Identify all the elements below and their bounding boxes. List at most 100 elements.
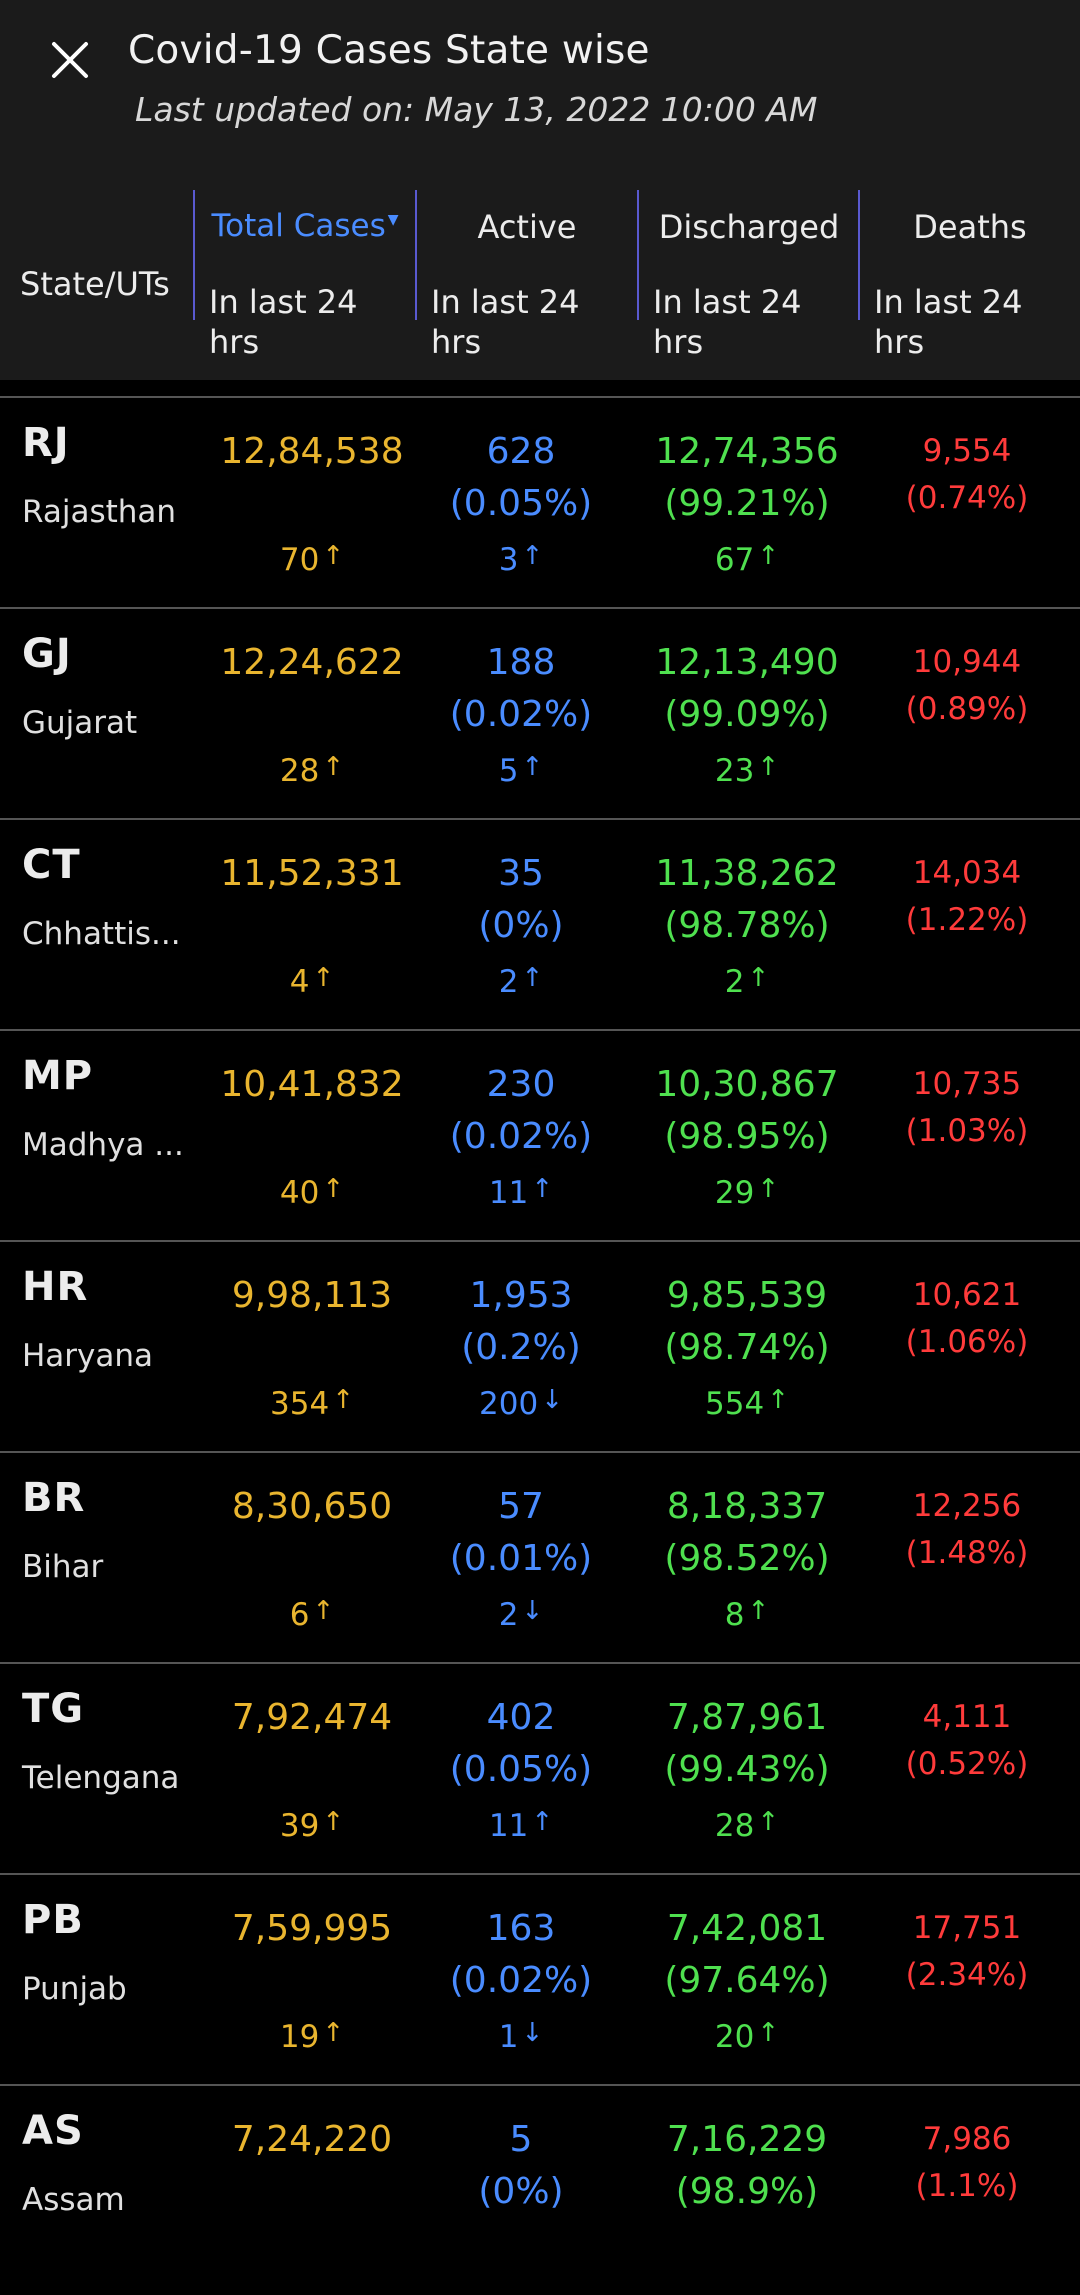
state-list: RJ Rajasthan 12,84,538 70 ↑ 628 (0.05%) 3 ↑ 12,74… [0,396,1080,2295]
table-row[interactable]: RJ Rajasthan 12,84,538 70 ↑ 628 (0.05%) 3 ↑ 12,74… [0,396,1080,607]
state-name: Assam [22,2182,125,2218]
discharged-percentage: (98.52%) [664,1538,830,1579]
total-delta: 19 ↑ [201,2018,423,2055]
arrow-up-icon: ↑ [322,2018,345,2048]
discharged-cell: 8,18,337 (98.52%) [636,1481,858,1585]
discharged-percentage: (99.43%) [664,1749,830,1790]
deaths-cell: 14,034 (1.22%) [856,850,1078,944]
table-row[interactable]: GJ Gujarat 12,24,622 28 ↑ 188 (0.02%) 5 ↑ 12,13,4… [0,607,1080,818]
active-value: 402 [486,1697,556,1738]
total-cell: 8,30,650 [201,1481,423,1533]
discharged-delta: 28 ↑ [636,1807,858,1844]
deaths-cell: 17,751 (2.34%) [856,1905,1078,1999]
state-name: Punjab [22,1971,127,2007]
deaths-cell: 4,111 (0.52%) [856,1694,1078,1788]
active-cell: 163 (0.02%) [410,1903,632,2007]
close-button[interactable] [38,28,102,92]
discharged-cell: 11,38,262 (98.78%) [636,848,858,952]
table-row[interactable]: HR Haryana 9,98,113 354 ↑ 1,953 (0.2%) 200 ↓ 9,85… [0,1240,1080,1451]
table-row[interactable]: PB Punjab 7,59,995 19 ↑ 163 (0.02%) 1 ↓ 7,42,081(… [0,1873,1080,2084]
column-header-active[interactable]: Active In last 24 hrs [415,190,637,361]
active-cell: 188 (0.02%) [410,637,632,741]
state-name: Haryana [22,1338,154,1374]
active-delta-value: 2 [498,1597,519,1633]
column-header-total-cases[interactable]: Total Cases ▼ In last 24 hrs [193,190,415,361]
arrow-down-icon: ↓ [521,1596,544,1626]
total-value: 7,59,995 [231,1908,393,1949]
active-delta: 3 ↑ [410,541,632,578]
active-percentage: (0%) [478,905,564,946]
discharged-percentage: (98.95%) [664,1116,830,1157]
column-header-discharged[interactable]: Discharged In last 24 hrs [637,190,859,361]
discharged-delta-value: 23 [714,753,755,789]
deaths-cell: 10,944 (0.89%) [856,639,1078,733]
active-delta-value: 11 [488,1175,529,1211]
deaths-percentage: (1.06%) [905,1324,1029,1360]
column-header-deaths[interactable]: Deaths In last 24 hrs [858,190,1080,361]
total-value: 11,52,331 [220,853,404,894]
table-row[interactable]: TG Telengana 7,92,474 39 ↑ 402 (0.05%) 11 ↑ 7,87,… [0,1662,1080,1873]
deaths-percentage: (1.48%) [905,1535,1029,1571]
state-code: MP [22,1053,94,1099]
state-code: HR [22,1264,89,1310]
page-title: Covid-19 Cases State wise [128,28,650,73]
deaths-value: 17,751 [912,1910,1022,1946]
sort-indicator-icon: ▼ [387,212,399,228]
discharged-delta: 554 ↑ [636,1385,858,1422]
table-row[interactable]: BR Bihar 8,30,650 6 ↑ 57 (0.01%) 2 ↓ 8,18,337 (98.… [0,1451,1080,1662]
active-value: 35 [498,853,544,894]
arrow-up-icon: ↑ [757,1174,780,1204]
state-code: BR [22,1475,86,1521]
table-row[interactable]: AS Assam 7,24,220 5 (0%) 7,16,229 (98.9%) 7,986… [0,2084,1080,2295]
discharged-cell: 7,16,229 (98.9%) [636,2114,858,2218]
deaths-percentage: (0.74%) [905,480,1029,516]
total-cell: 10,41,832 [201,1059,423,1111]
active-value: 57 [498,1486,544,1527]
table-row[interactable]: CT Chhattis... 11,52,331 4 ↑ 35 (0%) 2 ↑ 11,38,26… [0,818,1080,1029]
arrow-up-icon: ↑ [757,2018,780,2048]
total-delta-value: 39 [279,1808,320,1844]
deaths-percentage: (0.52%) [905,1746,1029,1782]
active-delta-value: 5 [498,753,519,789]
active-percentage: (0.05%) [449,1749,593,1790]
total-value: 7,92,474 [231,1697,393,1738]
total-delta: 6 ↑ [201,1596,423,1633]
arrow-up-icon: ↑ [531,1807,554,1837]
total-delta-value: 4 [289,964,310,1000]
active-delta: 5 ↑ [410,752,632,789]
deaths-percentage: (1.22%) [905,902,1029,938]
deaths-label: Deaths [913,208,1027,246]
active-cell: 402 (0.05%) [410,1692,632,1796]
total-delta: 28 ↑ [201,752,423,789]
active-delta: 200 ↓ [410,1385,632,1422]
table-row[interactable]: MP Madhya ... 10,41,832 40 ↑ 230 (0.02%) 11 ↑ 10,… [0,1029,1080,1240]
deaths-value: 12,256 [912,1488,1022,1524]
state-code: TG [22,1686,85,1732]
arrow-up-icon: ↑ [757,1807,780,1837]
arrow-up-icon: ↑ [322,752,345,782]
arrow-up-icon: ↑ [757,541,780,571]
discharged-delta-value: 8 [724,1597,745,1633]
arrow-up-icon: ↑ [332,1385,354,1415]
active-cell: 628 (0.05%) [410,426,632,530]
close-icon [52,42,88,78]
discharged-delta-value: 2 [724,964,745,1000]
arrow-up-icon: ↑ [312,1596,335,1626]
deaths-value: 14,034 [912,855,1022,891]
arrow-up-icon: ↑ [757,752,780,782]
deaths-cell: 7,986 (1.1%) [856,2116,1078,2210]
active-delta: 11 ↑ [410,1174,632,1211]
discharged-value: 7,87,961 [666,1697,828,1738]
column-header-state[interactable]: State/UTs [20,265,170,303]
deaths-percentage: (1.03%) [905,1113,1029,1149]
total-cell: 7,92,474 [201,1692,423,1744]
deaths-cell: 9,554 (0.74%) [856,428,1078,522]
discharged-delta: 2 ↑ [636,963,858,1000]
deaths-sublabel: In last 24 hrs [874,283,1023,361]
state-name: Madhya ... [22,1127,184,1163]
state-code: AS [22,2108,84,2154]
deaths-cell: 10,735 (1.03%) [856,1061,1078,1155]
discharged-sublabel: In last 24 hrs [653,283,802,361]
discharged-value: 8,18,337 [666,1486,828,1527]
active-percentage: (0.02%) [449,694,593,735]
